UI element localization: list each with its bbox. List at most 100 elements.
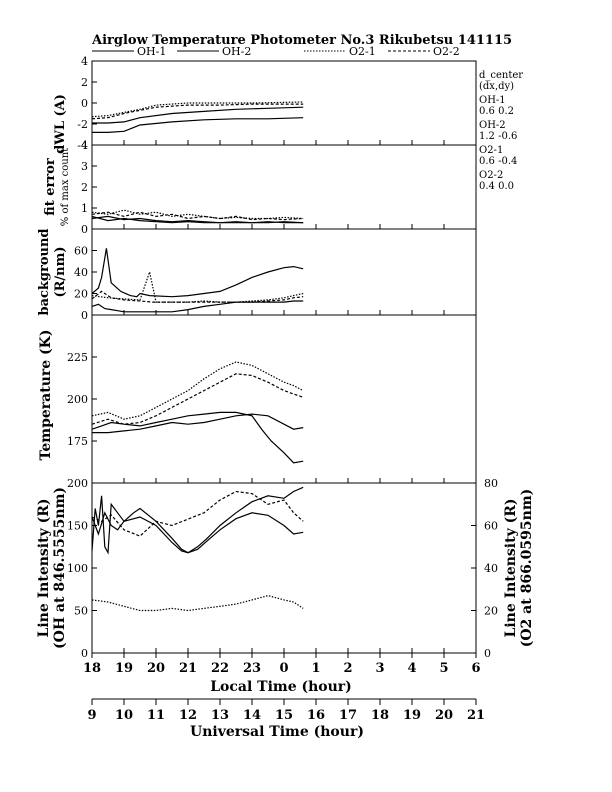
ytick-label: 150 <box>67 520 88 533</box>
ylabel-dwl: dWL (A) <box>53 94 68 154</box>
series-line-oh-1-temperature <box>92 413 304 434</box>
universal-time-tick-label: 18 <box>371 708 389 723</box>
d-center-value-oh-2: 1.2 -0.6 <box>479 131 517 142</box>
local-time-tick-label: 5 <box>439 661 448 676</box>
ylabel-background: background <box>37 228 52 315</box>
ytick-right-label: 0 <box>484 647 491 660</box>
ytick-label: 100 <box>67 562 88 575</box>
series-line-oh-1-background <box>91 300 304 313</box>
universal-time-tick-label: 14 <box>243 708 261 723</box>
local-time-tick-label: 18 <box>83 661 101 676</box>
universal-time-tick-label: 11 <box>147 708 165 723</box>
ytick-label: 50 <box>74 605 88 618</box>
series-line-o2-1-dWL <box>91 101 304 118</box>
local-time-tick-label: 23 <box>243 661 261 676</box>
series-line-o2-2-line-intensity <box>91 490 304 537</box>
series-line-o2-2-temperature <box>91 373 304 425</box>
ytick-label: 0 <box>81 309 88 322</box>
legend-label-o2-1: O2-1 <box>349 45 376 58</box>
universal-time-tick-label: 16 <box>307 708 325 723</box>
ytick-label: 1 <box>81 202 88 215</box>
ylabel-right-intensity: Line Intensity (R) <box>503 499 519 638</box>
d-center-name-o2-2: O2-2 <box>479 170 503 181</box>
universal-time-tick-label: 19 <box>403 708 421 723</box>
series-line-oh-2-background <box>91 248 304 298</box>
local-time-tick-label: 6 <box>471 661 480 676</box>
series-line-o2-2-background <box>91 290 304 303</box>
ytick-label: 60 <box>74 245 88 258</box>
xlabel-universal-time: Universal Time (hour) <box>190 724 364 740</box>
ylabel-right-intensity-unit: (O2 at 866.0595nm) <box>519 489 535 648</box>
d-center-value-oh-1: 0.6 0.2 <box>479 106 514 117</box>
series-line-o2-2-dWL <box>91 103 304 120</box>
universal-time-tick-label: 13 <box>211 708 229 723</box>
series-line-o2-1-temperature <box>91 361 304 420</box>
local-time-tick-label: 0 <box>279 661 288 676</box>
series-line-o2-1-line-intensity <box>91 594 304 612</box>
ytick-label: 0 <box>81 647 88 660</box>
ytick-label: 225 <box>67 351 88 364</box>
series-line-o2-1-fit-error <box>91 209 304 220</box>
local-time-tick-label: 1 <box>311 661 320 676</box>
ytick-label: 175 <box>67 435 88 448</box>
ytick-label: -2 <box>77 118 88 131</box>
ytick-label: 4 <box>81 55 88 68</box>
ytick-right-label: 60 <box>484 520 498 533</box>
ytick-label: 2 <box>81 181 88 194</box>
ylabel-intensity: Line Intensity (R) <box>36 499 52 638</box>
universal-time-tick-label: 10 <box>115 708 133 723</box>
legend-label-oh-1: OH-1 <box>137 45 166 58</box>
ytick-label: 0 <box>81 223 88 236</box>
local-time-tick-label: 3 <box>375 661 384 676</box>
universal-time-tick-label: 15 <box>275 708 293 723</box>
local-time-tick-label: 2 <box>343 661 352 676</box>
universal-time-tick-label: 20 <box>435 708 453 723</box>
universal-time-tick-label: 21 <box>467 708 485 723</box>
universal-time-tick-label: 9 <box>87 708 96 723</box>
ylabel-fit-error-unit: % of max count <box>60 148 71 226</box>
d-center-value-o2-2: 0.4 0.0 <box>479 181 514 192</box>
series-line-oh-2-fit-error <box>91 215 304 224</box>
d-center-header: d_center <box>479 70 523 81</box>
ytick-label: -4 <box>77 139 88 152</box>
ylabel-fit-error: fit error <box>43 158 58 216</box>
series-line-oh-2-line-intensity <box>91 495 304 555</box>
ylabel-background-unit: (R/nm) <box>53 246 68 297</box>
d-center-info: d_center (dx,dy) OH-1 0.6 0.2 OH-2 1.2 -… <box>479 70 523 192</box>
ytick-label: 0 <box>81 97 88 110</box>
ytick-label: 4 <box>81 139 88 152</box>
tick-layer: 420-2-4432106040200225200175200150100500… <box>67 55 498 723</box>
ytick-right-label: 20 <box>484 605 498 618</box>
d-center-name-oh-2: OH-2 <box>479 120 506 131</box>
d-center-value-o2-1: 0.6 -0.4 <box>479 156 517 167</box>
series-line-o2-1-background <box>91 269 304 303</box>
series-line-o2-2-fit-error <box>91 211 304 221</box>
ytick-label: 2 <box>81 76 88 89</box>
local-time-tick-label: 4 <box>407 661 416 676</box>
ylabel-intensity-unit: (OH at 846.5555nm) <box>52 487 68 649</box>
local-time-tick-label: 21 <box>179 661 197 676</box>
local-time-tick-label: 20 <box>147 661 165 676</box>
chart-title: Airglow Temperature Photometer No.3 Riku… <box>91 33 512 48</box>
ytick-label: 200 <box>67 393 88 406</box>
ytick-label: 3 <box>81 160 88 173</box>
universal-time-tick-label: 12 <box>179 708 197 723</box>
panel-temperature-frame <box>91 314 477 484</box>
series-line-oh-2-temperature <box>91 411 304 464</box>
universal-time-tick-label: 17 <box>339 708 357 723</box>
local-time-tick-label: 19 <box>115 661 133 676</box>
ytick-label: 20 <box>74 288 88 301</box>
d-center-name-o2-1: O2-1 <box>479 145 503 156</box>
panel-intensity-frame <box>91 482 477 654</box>
ytick-right-label: 80 <box>484 477 498 490</box>
legend: OH-1 OH-2 O2-1 O2-2 <box>92 45 460 58</box>
d-center-name-oh-1: OH-1 <box>479 95 506 106</box>
legend-label-oh-2: OH-2 <box>222 45 251 58</box>
series-line-oh-2-dWL <box>92 117 304 133</box>
series-line-oh-1-dWL <box>92 106 304 124</box>
series-line-oh-1-line-intensity <box>91 486 304 554</box>
series-layer <box>91 101 304 612</box>
panel-fit-error-frame <box>91 144 477 230</box>
ytick-right-label: 40 <box>484 562 498 575</box>
ytick-label: 40 <box>74 266 88 279</box>
